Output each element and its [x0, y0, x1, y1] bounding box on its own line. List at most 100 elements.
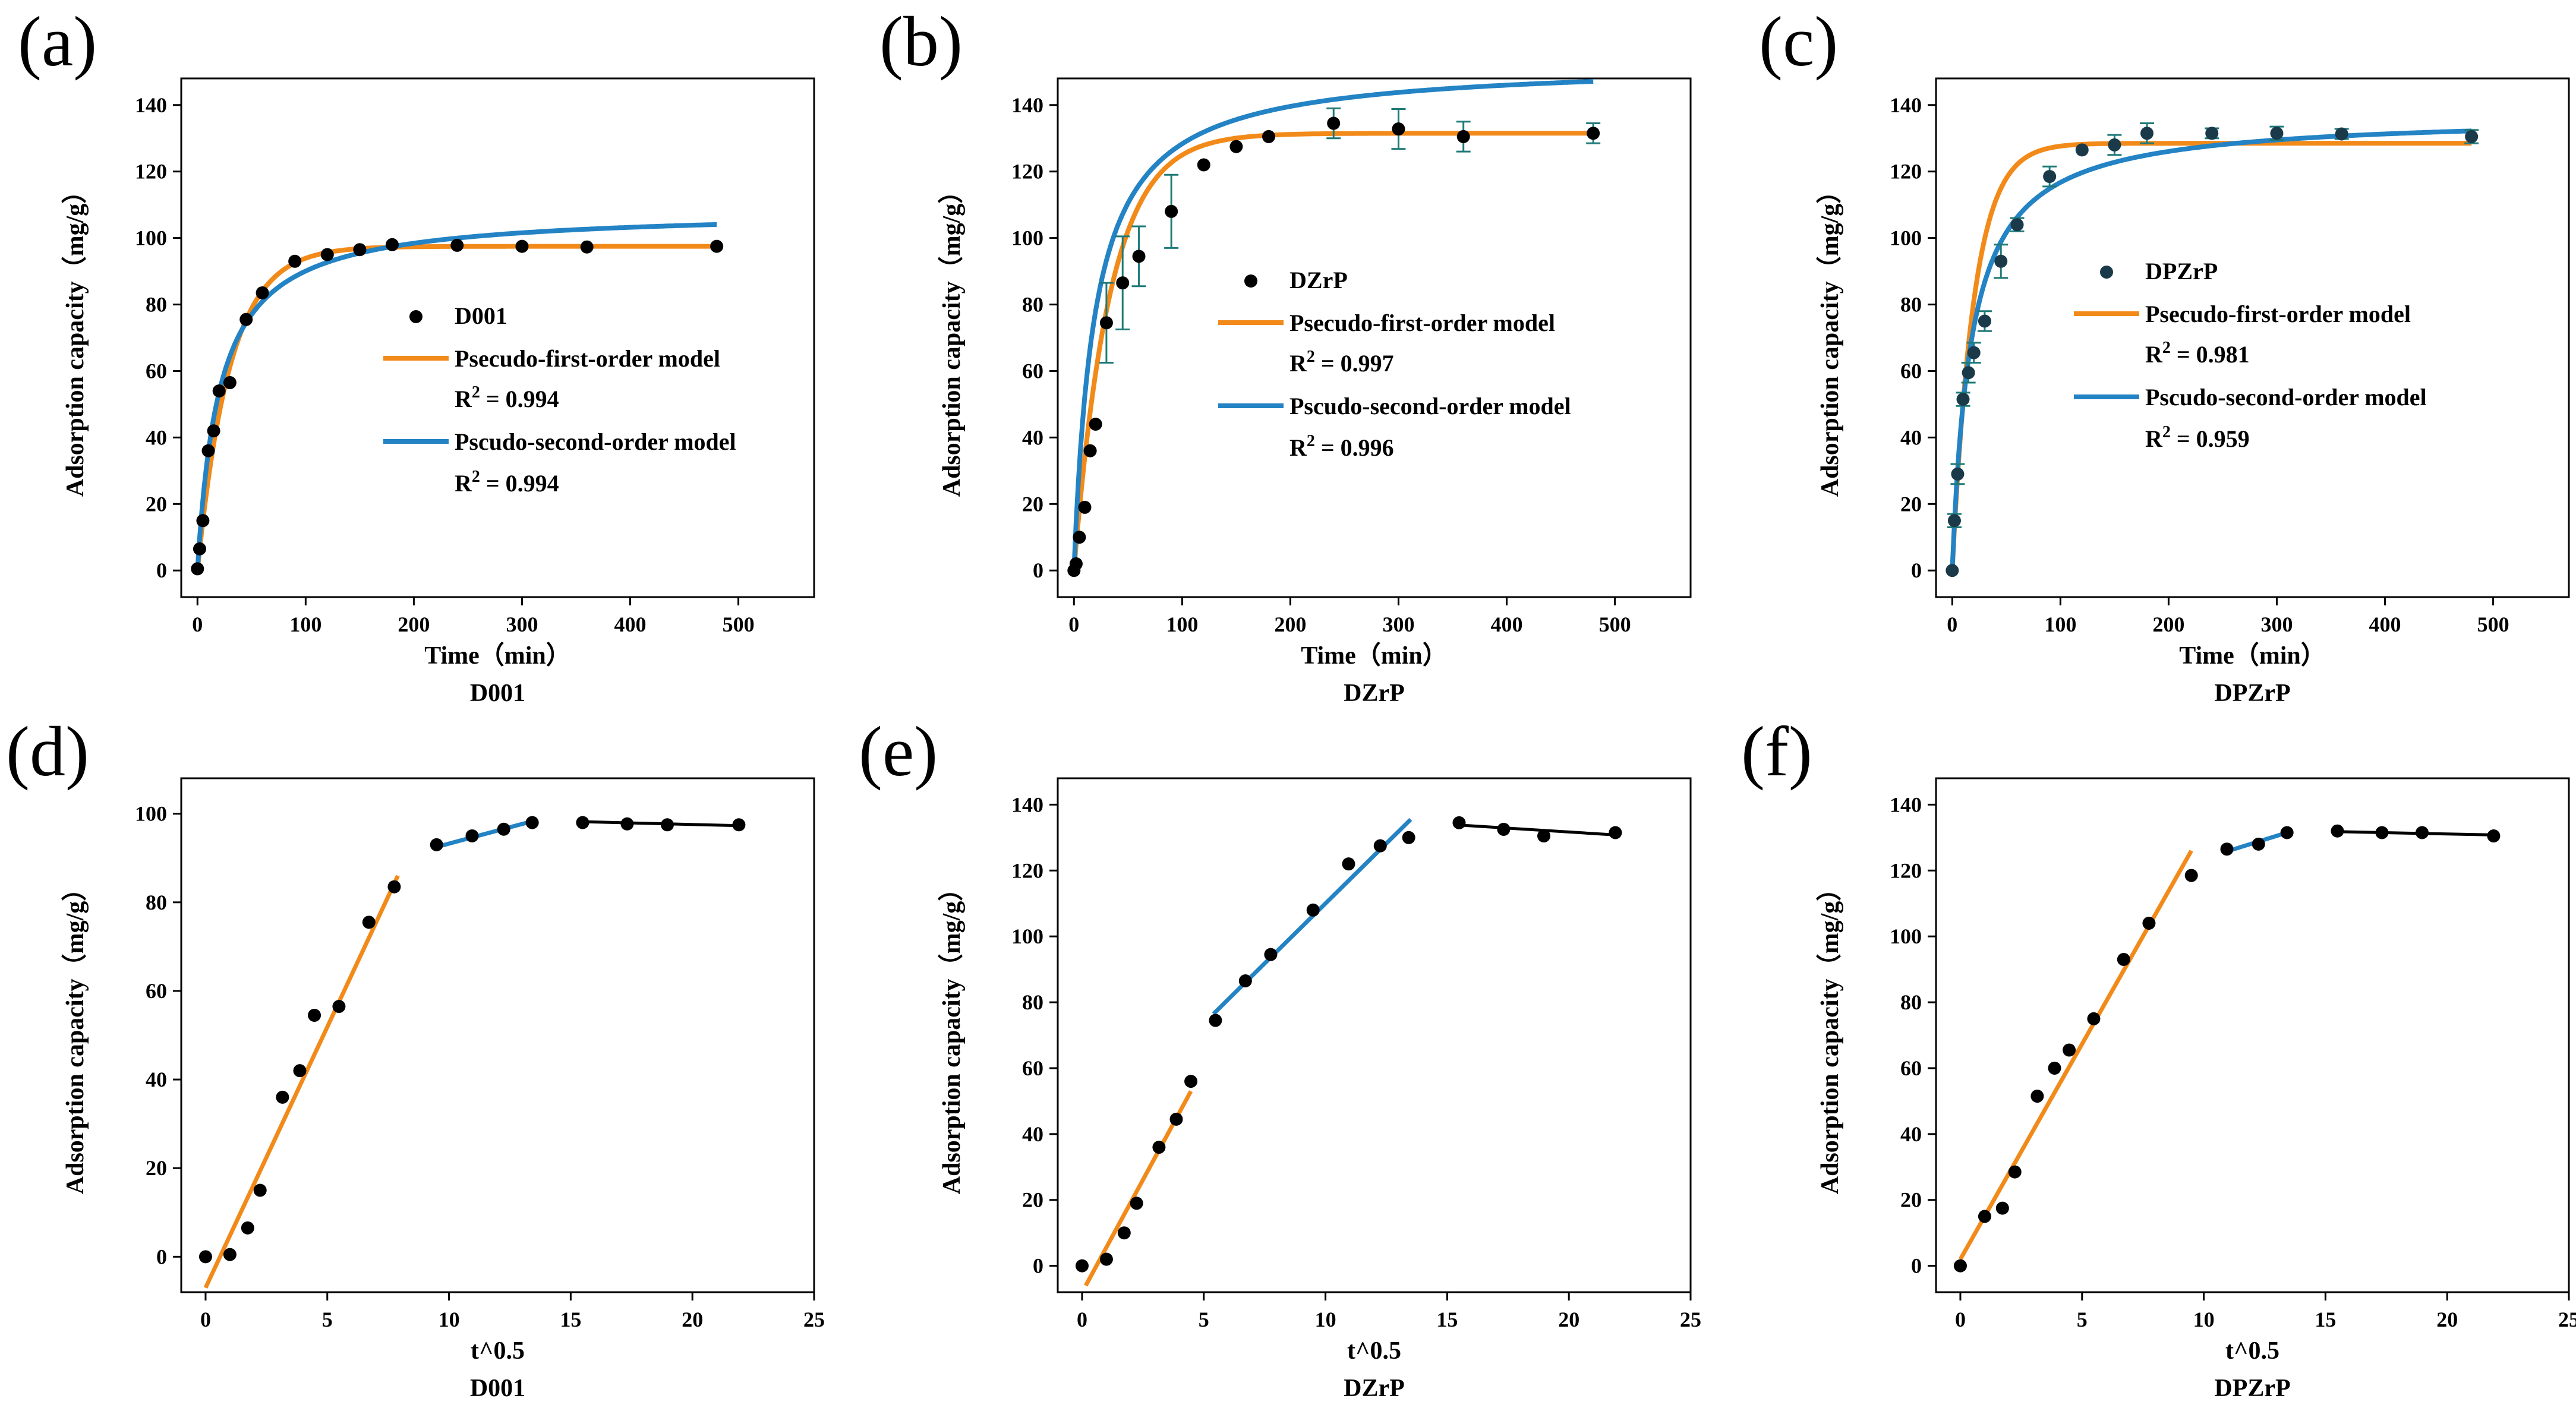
data-point [1609, 826, 1622, 839]
legend-label-pfo: Psecudo-first-order model [455, 345, 720, 372]
data-point [450, 238, 464, 252]
y-tick-label: 100 [1011, 226, 1043, 250]
data-point [2030, 1090, 2044, 1103]
y-tick-label: 60 [1022, 1056, 1043, 1080]
pso-curve [1071, 79, 1594, 571]
data-point [288, 254, 302, 268]
fit-line-3 [2337, 830, 2494, 837]
data-point [2043, 170, 2057, 184]
legend: DPZrP Psecudo-first-order model R2 = 0.981… [2074, 258, 2427, 452]
data-point [1099, 1252, 1113, 1266]
data-point [1073, 531, 1086, 544]
x-tick-label: 0 [200, 1308, 211, 1331]
x-tick-label: 100 [1166, 613, 1198, 636]
legend-label-pso: Pscudo-second-order model [455, 428, 736, 455]
x-tick-label: 300 [506, 613, 538, 636]
chart-panel-e: (e) 0 5 10 15 20 25 0 20 40 60 80 100 120 140 t^0.5 DZrP… [859, 712, 1701, 1402]
data-point [1327, 116, 1341, 130]
superscript-2: 2 [2162, 339, 2171, 357]
data-point [497, 822, 510, 836]
legend: D001 Psecudo-first-order model R2 = 0.994 P… [383, 302, 736, 497]
chart-caption: DPZrP [2214, 680, 2290, 707]
r2-value-pso: = 0.996 [1315, 434, 1394, 461]
y-tick-label: 80 [1022, 990, 1043, 1014]
data-point [223, 376, 237, 390]
data-point [223, 1248, 237, 1261]
data-point [276, 1090, 289, 1104]
r2-value-pfo: = 0.981 [2171, 341, 2250, 368]
legend-r2-pfo: R2 = 0.997 [1289, 348, 1394, 377]
data-point [1956, 393, 1970, 406]
y-tick-label: 20 [1900, 1188, 1922, 1212]
legend-label-pfo: Psecudo-first-order model [2145, 301, 2411, 327]
y-tick-label: 0 [1033, 1254, 1043, 1278]
x-tick-label: 20 [1558, 1308, 1579, 1331]
r2-value-pfo: = 0.994 [480, 386, 559, 412]
fit-line-2 [436, 819, 533, 849]
plot-frame [1057, 777, 1692, 1293]
data-point [191, 562, 204, 576]
data-point [1083, 444, 1097, 457]
legend-label-points: DPZrP [2145, 258, 2218, 285]
chart-panel-c: (c) 0 100 200 300 400 500 0 20 40 60 80 100 120 140 Tim… [1759, 2, 2570, 707]
y-tick-label: 140 [135, 93, 167, 117]
data-point [212, 384, 226, 398]
data-point [1994, 254, 2008, 268]
data-point [1075, 1259, 1089, 1273]
x-tick-label: 200 [2152, 613, 2184, 636]
data-point [1967, 346, 1981, 359]
data-point [661, 818, 674, 832]
legend-r2-pso: R2 = 0.959 [2145, 423, 2250, 452]
data-point [198, 1250, 212, 1264]
x-tick-label: 100 [2044, 613, 2076, 636]
x-tick-label: 25 [803, 1308, 825, 1331]
data-point [1978, 1210, 1991, 1223]
x-axis-label: Time（min） [2179, 642, 2326, 670]
y-tick-label: 100 [1890, 226, 1922, 250]
plot-frame [1935, 777, 2570, 1293]
y-tick-label: 0 [1033, 558, 1043, 582]
y-tick-label: 60 [1022, 359, 1043, 383]
data-point [1946, 564, 1959, 577]
x-tick-label: 10 [439, 1308, 460, 1331]
chart-panel-d: (d) 0 5 10 15 20 25 0 20 40 60 80 100 t^0.5 D001 Adsorp… [6, 712, 825, 1402]
y-tick-label: 20 [1022, 1188, 1043, 1212]
y-tick-label: 140 [1011, 793, 1043, 816]
data-point [1099, 316, 1113, 330]
x-tick-label: 15 [2315, 1308, 2336, 1331]
data-point [430, 838, 443, 851]
r2-value-pso: = 0.959 [2171, 425, 2250, 452]
x-tick-label: 10 [2193, 1308, 2215, 1331]
y-axis-label: Adsorption capacity（mg/g） [1816, 179, 1844, 497]
y-tick-label: 40 [1900, 1122, 1922, 1146]
y-tick-label: 120 [1890, 858, 1922, 882]
superscript-2: 2 [1307, 432, 1315, 450]
y-axis-label: Adsorption capacity（mg/g） [1816, 876, 1844, 1195]
data-point [2205, 127, 2219, 140]
data-point [2252, 837, 2265, 851]
data-point [2331, 824, 2344, 838]
data-point [1452, 816, 1466, 829]
x-tick-label: 0 [1068, 613, 1079, 636]
data-point [201, 444, 215, 457]
x-tick-label: 5 [2077, 1308, 2088, 1331]
data-point [525, 816, 539, 829]
legend-label-points: D001 [455, 302, 507, 329]
data-point [1497, 822, 1511, 836]
data-point [2280, 826, 2294, 839]
x-tick-label: 25 [2558, 1308, 2576, 1331]
r2-value-pfo: = 0.997 [1315, 350, 1394, 377]
data-point [2142, 916, 2156, 930]
superscript-2: 2 [2162, 423, 2171, 441]
data-point [1209, 1014, 1222, 1027]
data-point [1152, 1141, 1166, 1154]
x-tick-label: 0 [1077, 1308, 1087, 1331]
y-tick-label: 60 [146, 979, 167, 1003]
data-point [239, 312, 253, 326]
y-tick-label: 120 [1890, 160, 1922, 184]
y-tick-label: 140 [1011, 93, 1043, 117]
data-point [1229, 140, 1243, 153]
x-tick-label: 15 [1436, 1308, 1458, 1331]
data-point [580, 240, 594, 254]
y-tick-label: 20 [146, 1156, 167, 1180]
